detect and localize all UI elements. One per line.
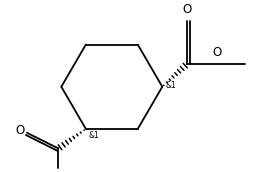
Text: O: O [183,3,192,16]
Text: O: O [212,46,221,59]
Text: &1: &1 [165,81,176,90]
Text: O: O [15,124,25,137]
Text: &1: &1 [89,131,100,140]
